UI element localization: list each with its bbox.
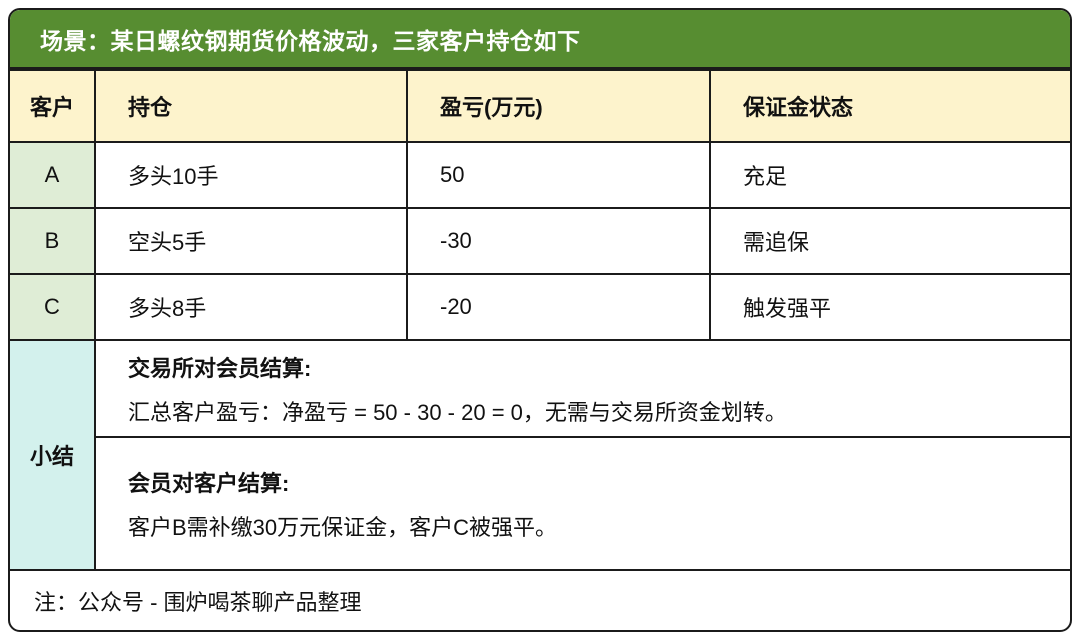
margin-status-value: 需追保: [709, 207, 1070, 275]
margin-status-value: 触发强平: [709, 273, 1070, 341]
pnl-value: -30: [406, 207, 711, 275]
column-header-margin-status: 保证金状态: [709, 69, 1070, 142]
position-value: 多头8手: [94, 273, 408, 341]
note-row: 注：公众号 - 围炉喝茶聊产品整理: [10, 569, 1070, 630]
scenario-banner: 场景：某日螺纹钢期货价格波动，三家客户持仓如下: [10, 10, 1070, 69]
table-row-client-b: B 空头5手 -30 需追保: [10, 207, 1070, 275]
summary-row-exchange: 小结 交易所对会员结算: 汇总客户盈亏：净盈亏 = 50 - 30 - 20 =…: [10, 339, 1070, 571]
summary-heading-member: 会员对客户结算:: [128, 470, 290, 496]
client-id: C: [10, 273, 96, 341]
column-header-pnl: 盈亏(万元): [406, 69, 711, 142]
summary-section-member: 会员对客户结算: 客户B需补缴30万元保证金，客户C被强平。: [95, 436, 1070, 571]
position-value: 空头5手: [94, 207, 408, 275]
summary-label: 小结: [10, 339, 96, 571]
table-row-client-a: A 多头10手 50 充足: [10, 141, 1070, 209]
table-row-client-c: C 多头8手 -20 触发强平: [10, 273, 1070, 341]
scenario-banner-title: 场景：某日螺纹钢期货价格波动，三家客户持仓如下: [40, 27, 581, 54]
pnl-value: 50: [406, 141, 711, 209]
source-note: 注：公众号 - 围炉喝茶聊产品整理: [10, 569, 1070, 630]
position-value: 多头10手: [94, 141, 408, 209]
summary-section-exchange: 交易所对会员结算: 汇总客户盈亏：净盈亏 = 50 - 30 - 20 = 0，…: [94, 339, 1070, 438]
summary-heading-exchange: 交易所对会员结算:: [128, 355, 312, 381]
client-id: A: [10, 141, 96, 209]
positions-table: 客户 持仓 盈亏(万元) 保证金状态 A 多头10手 50 充足 B 空头5手 …: [10, 69, 1070, 630]
margin-status-value: 充足: [709, 141, 1070, 209]
column-header-position: 持仓: [94, 69, 408, 142]
client-id: B: [10, 207, 96, 275]
summary-row-member: 会员对客户结算: 客户B需补缴30万元保证金，客户C被强平。: [10, 436, 1070, 571]
scenario-card: 场景：某日螺纹钢期货价格波动，三家客户持仓如下 客户 持仓 盈亏(万元) 保证金…: [8, 8, 1072, 632]
pnl-value: -20: [406, 273, 711, 341]
summary-body-member: 客户B需补缴30万元保证金，客户C被强平。: [128, 514, 558, 540]
table-header-row: 客户 持仓 盈亏(万元) 保证金状态: [10, 69, 1070, 142]
column-header-client: 客户: [10, 69, 96, 142]
summary-body-exchange: 汇总客户盈亏：净盈亏 = 50 - 30 - 20 = 0，无需与交易所资金划转…: [128, 399, 787, 425]
